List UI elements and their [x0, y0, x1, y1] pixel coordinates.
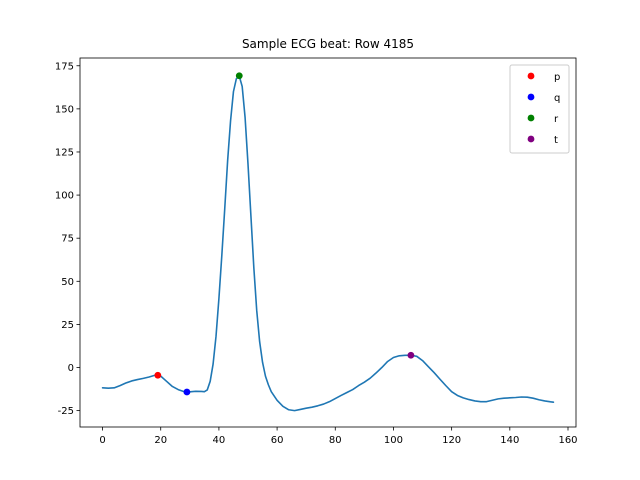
y-tick-label: 150 — [55, 104, 74, 115]
legend-label-r: r — [554, 114, 559, 125]
marker-t-point — [407, 351, 415, 359]
legend-marker-r — [527, 114, 535, 122]
y-tick-label: 50 — [61, 277, 74, 288]
y-tick-label: 100 — [55, 191, 74, 202]
x-tick-label: 120 — [442, 435, 461, 446]
marker-q-point — [183, 388, 191, 396]
marker-p-point — [154, 371, 162, 379]
x-tick-label: 20 — [154, 435, 167, 446]
y-tick-label: 25 — [61, 320, 74, 331]
legend-marker-q — [527, 93, 535, 101]
y-tick-label: 175 — [55, 61, 74, 72]
x-tick-label: 160 — [558, 435, 577, 446]
y-tick-label: 75 — [61, 234, 74, 245]
legend-label-q: q — [554, 93, 560, 104]
x-tick-label: 80 — [329, 435, 342, 446]
chart-title: Sample ECG beat: Row 4185 — [242, 37, 414, 51]
y-tick-label: 0 — [68, 363, 74, 374]
x-tick-label: 140 — [500, 435, 519, 446]
legend-box — [509, 64, 570, 154]
y-tick-label: -25 — [58, 406, 74, 417]
x-tick-label: 60 — [271, 435, 284, 446]
x-tick-label: 40 — [213, 435, 226, 446]
y-tick-label: 125 — [55, 147, 74, 158]
legend-marker-p — [527, 72, 535, 80]
legend-label-t: t — [554, 135, 558, 146]
plot-frame — [79, 57, 577, 428]
plot-marks: 0 20 40 60 80 100 120 140 160 -25 0 25 50 75 100 125 150… — [55, 61, 578, 446]
legend-label-p: p — [554, 72, 560, 83]
marker-r-point — [235, 72, 243, 80]
x-tick-label: 0 — [99, 435, 105, 446]
x-tick-label: 100 — [384, 435, 403, 446]
legend-marker-t — [527, 135, 535, 143]
